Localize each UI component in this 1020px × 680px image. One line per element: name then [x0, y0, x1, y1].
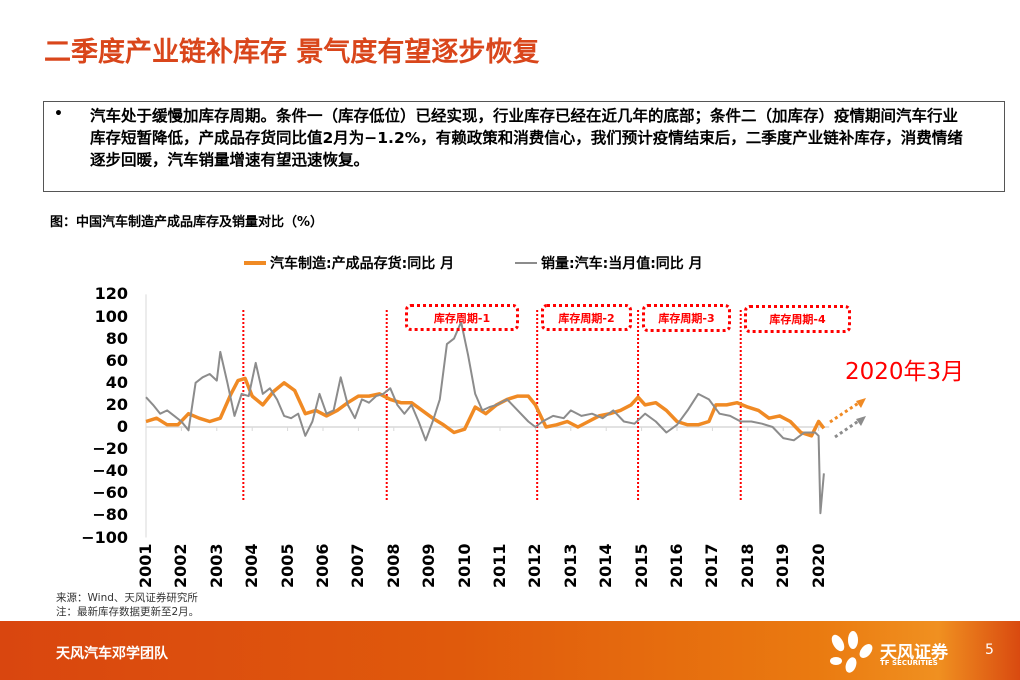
footer-brand-en: TF SECURITIES [880, 659, 938, 667]
page-number: 5 [985, 642, 994, 658]
x-tick-label: 2019 [773, 543, 793, 588]
cycle-markers [242, 310, 742, 500]
y-tick-label: −20 [92, 439, 128, 459]
y-tick-label: 80 [105, 328, 128, 348]
legend-label-inventory: 汽车制造:产成品存货:同比 月 [270, 256, 455, 272]
legend-swatch-sales [515, 262, 537, 264]
source-text: 来源：Wind、天风证券研究所 [56, 592, 198, 604]
cycle-label-1: 库存周期-1 [405, 304, 519, 331]
y-tick-label: 20 [105, 394, 128, 414]
sales-series-line [145, 321, 825, 515]
summary-box [43, 101, 1005, 192]
footer-bar: 天风汽车邓学团队 天风证券 TF SECURITIES 5 [0, 621, 1020, 680]
legend-sales: 销量:汽车:当月值:同比 月 [515, 253, 703, 273]
cycle-label-3: 库存周期-3 [642, 304, 731, 332]
x-tick-label: 2018 [737, 543, 757, 588]
legend-inventory: 汽车制造:产成品存货:同比 月 [244, 253, 454, 273]
x-tick-label: 2008 [383, 543, 403, 588]
figure-caption: 图：中国汽车制造产成品库存及销量对比（%） [50, 215, 324, 230]
forecast-arrow-inventory [829, 400, 861, 424]
x-tick-label: 2017 [702, 543, 722, 588]
y-tick-label: −40 [92, 461, 128, 481]
legend-label-sales: 销量:汽车:当月值:同比 月 [541, 256, 703, 272]
x-tick-label: 2001 [136, 543, 155, 588]
cycle-label-2: 库存周期-2 [541, 304, 632, 331]
legend-swatch-inventory [244, 261, 266, 265]
forecast-arrows [829, 398, 866, 439]
x-tick-label: 2015 [631, 543, 651, 588]
y-tick-label: 100 [94, 306, 128, 326]
x-tick-label: 2002 [171, 543, 191, 588]
bullet-icon: • [54, 106, 63, 122]
chart-axes [145, 294, 830, 538]
chart-lines [145, 321, 826, 515]
x-tick-label: 2010 [454, 543, 474, 588]
x-tick-label: 2004 [242, 543, 262, 588]
y-tick-label: −80 [92, 505, 128, 525]
y-tick-label: 60 [105, 350, 128, 370]
arrowhead-icon [856, 416, 866, 426]
x-tick-label: 2020 [808, 543, 828, 588]
arrowhead-icon [856, 398, 866, 408]
tf-logo-icon [830, 631, 873, 673]
y-tick-label: −100 [81, 527, 128, 547]
slide-title: 二季度产业链补库存 景气度有望逐步恢复 [44, 37, 540, 68]
cycle-label-4: 库存周期-4 [744, 305, 851, 333]
summary-text: 汽车处于缓慢加库存周期。条件一（库存低位）已经实现，行业库存已经在近几年的底部；… [90, 107, 963, 169]
y-tick-label: 40 [105, 372, 128, 392]
source-note: 来源：Wind、天风证券研究所 注：最新库存数据更新至2月。 [56, 591, 199, 619]
x-tick-label: 2006 [313, 543, 332, 588]
x-tick-label: 2009 [419, 543, 439, 588]
x-tick-label: 2014 [596, 543, 616, 588]
y-tick-label: 120 [94, 284, 128, 304]
x-tick-label: 2016 [667, 543, 686, 588]
x-tick-label: 2007 [348, 543, 368, 588]
footer-brand: 天风证券 [880, 643, 948, 663]
x-tick-label: 2012 [525, 543, 545, 588]
forecast-arrow-sales [834, 418, 861, 439]
footer-team: 天风汽车邓学团队 [56, 646, 168, 662]
chart-plot [145, 294, 866, 538]
note-text: 注：最新库存数据更新至2月。 [56, 606, 200, 618]
x-tick-label: 2005 [277, 543, 297, 588]
x-tick-label: 2003 [206, 543, 226, 588]
y-tick-label: 0 [116, 417, 128, 436]
x-tick-label: 2011 [490, 543, 509, 588]
y-tick-label: −60 [92, 483, 128, 503]
date-annotation: 2020年3月 [845, 359, 965, 385]
x-tick-label: 2013 [560, 543, 580, 588]
